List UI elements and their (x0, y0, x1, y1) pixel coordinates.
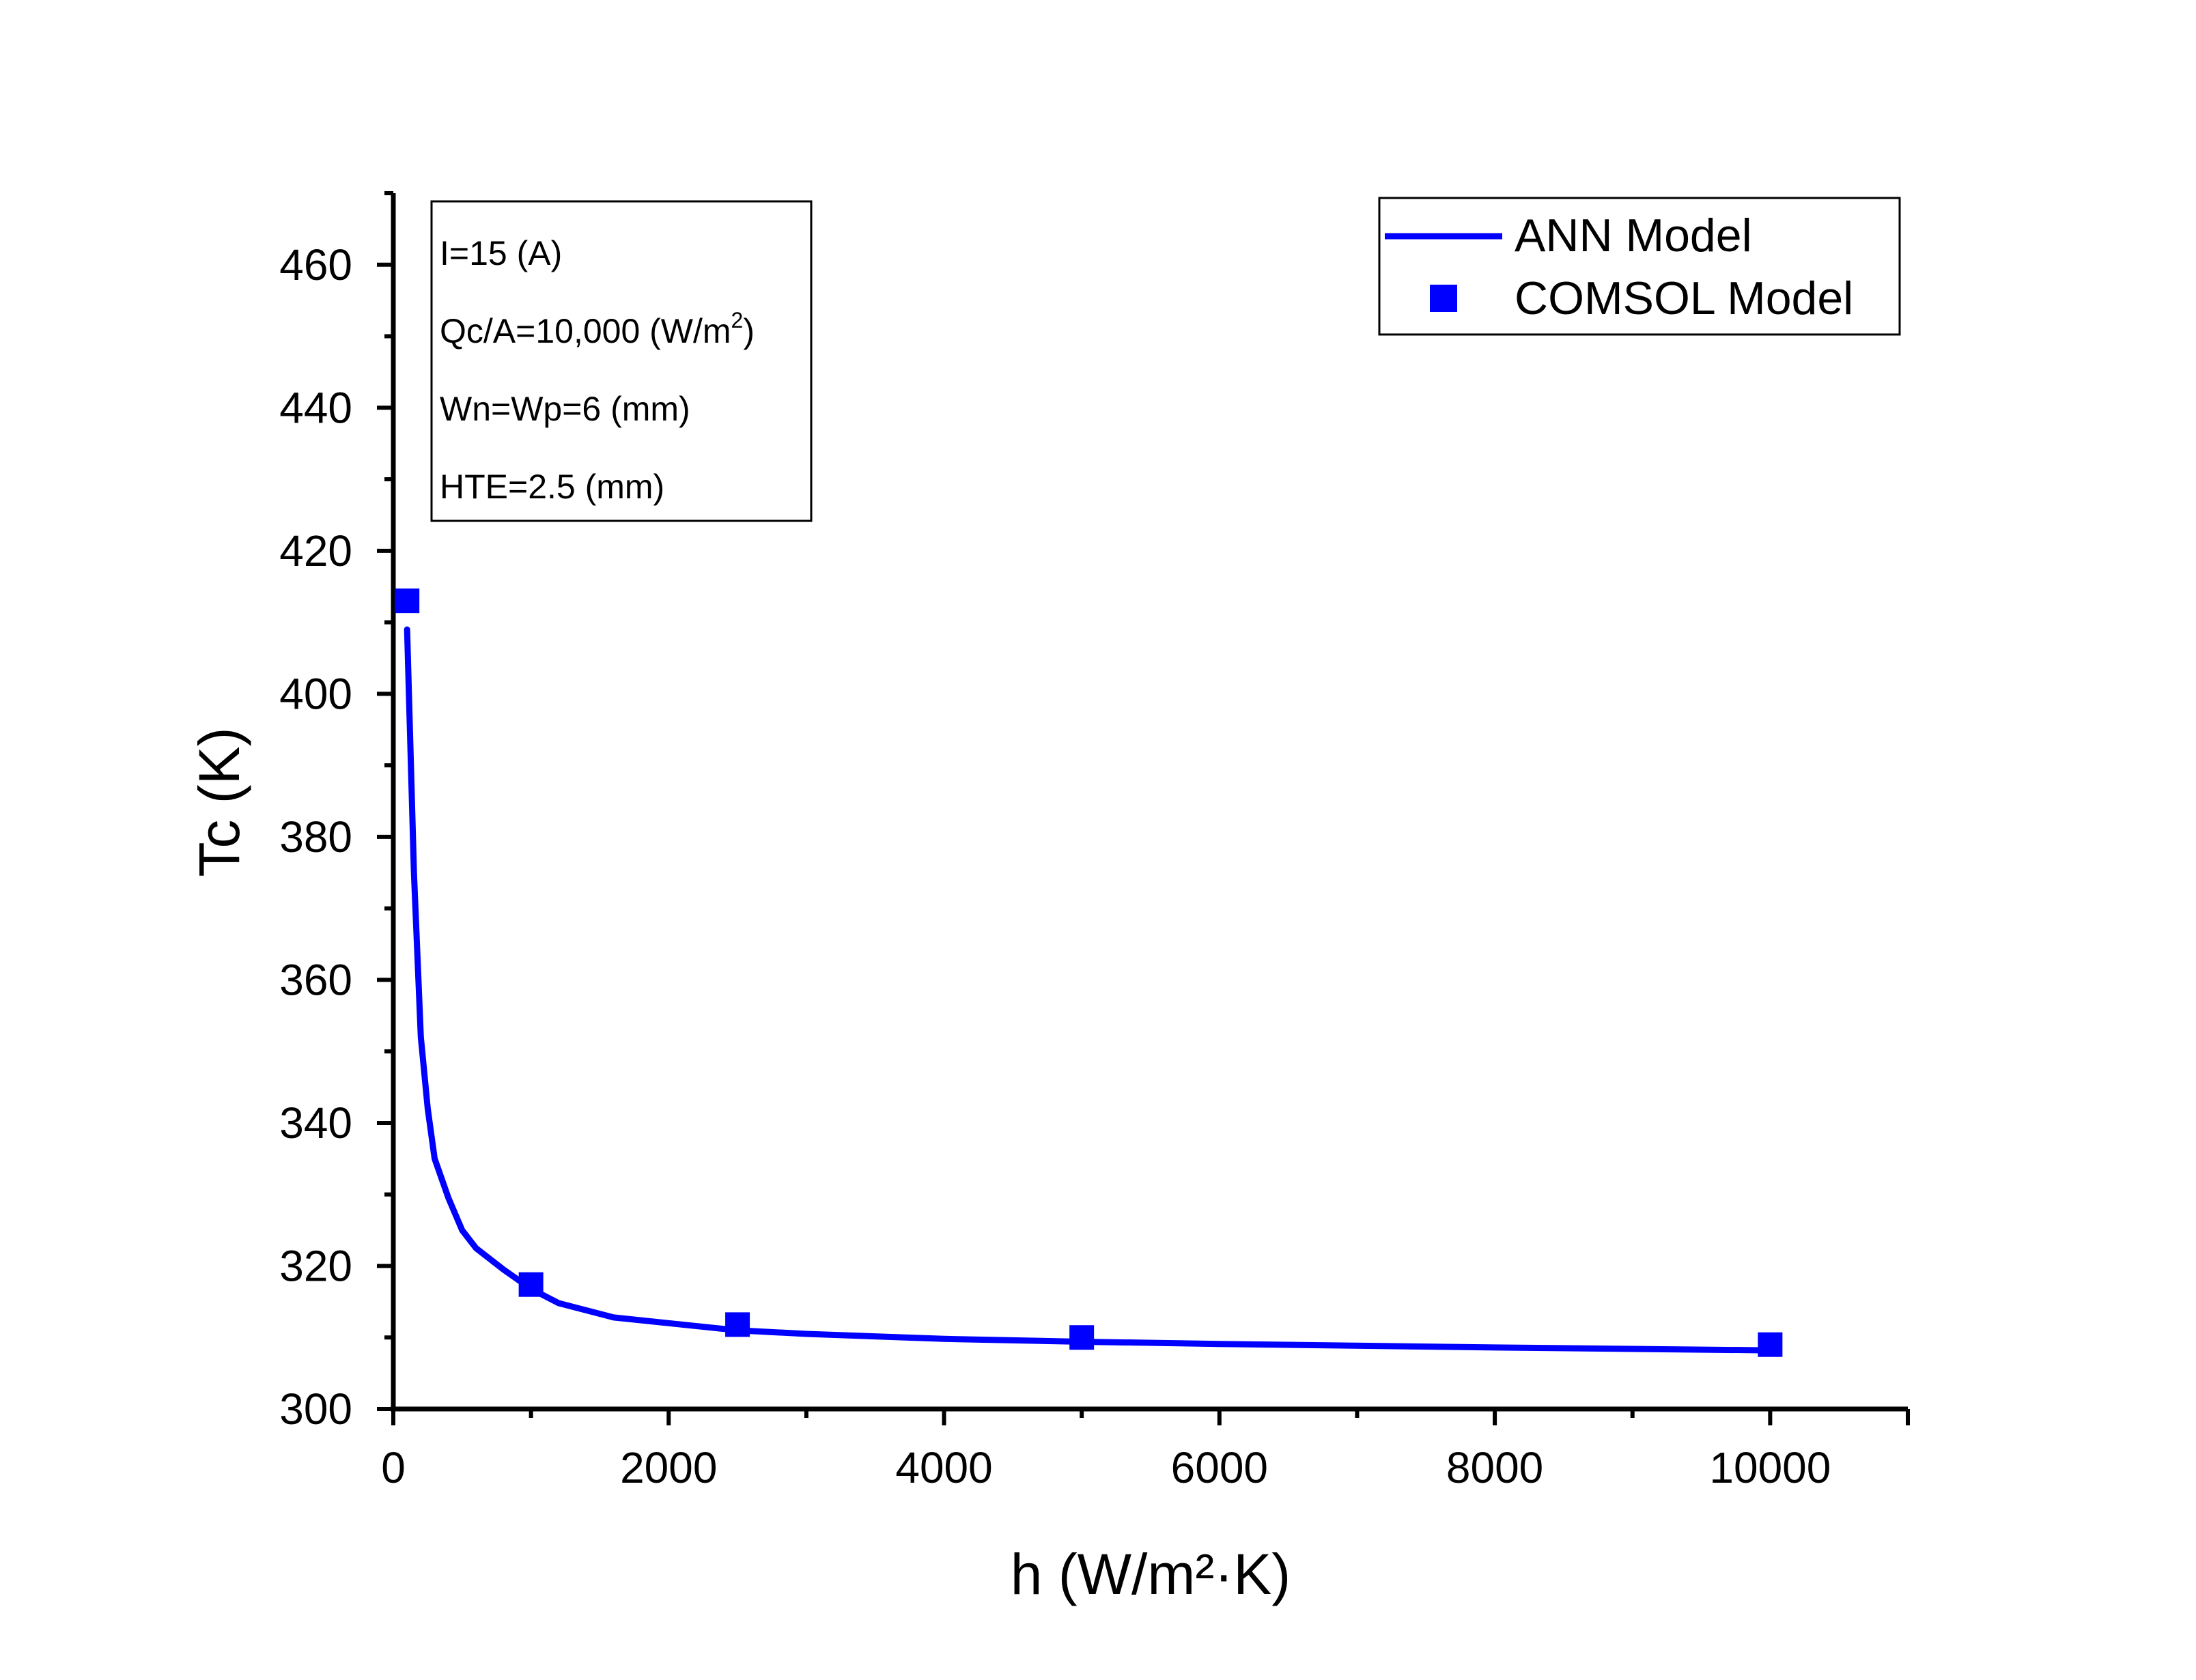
y-tick-label: 440 (279, 383, 352, 432)
legend-frame (1378, 197, 1901, 336)
x-tick-label: 2000 (620, 1443, 717, 1492)
x-axis-ticks: 0 2000 4000 6000 8000 10000 (381, 1409, 1910, 1492)
y-axis-ticks: 300 320 340 360 380 400 420 440 460 (279, 191, 393, 1434)
ann-model-line (404, 626, 1773, 1354)
x-axis-title: h (W/m²·K) (1011, 1542, 1291, 1606)
comsol-model-marker (518, 1272, 544, 1297)
x-tick-label: 10000 (1709, 1443, 1831, 1492)
x-tick-label: 8000 (1446, 1443, 1543, 1492)
x-tick-label: 4000 (895, 1443, 992, 1492)
annotation-frame (430, 200, 813, 522)
y-tick-label: 460 (279, 240, 352, 289)
ann-model-series (404, 626, 1773, 1354)
y-tick-label: 400 (279, 669, 352, 718)
comsol-model-marker (725, 1312, 750, 1337)
legend-swatch-comsol-model (1430, 285, 1457, 312)
annotation-line-2: Qc/A=10,000 (W/m2) (440, 308, 755, 350)
y-tick-label: 320 (279, 1241, 352, 1290)
annotation-line-1: I=15 (A) (440, 234, 562, 272)
annotation-box: I=15 (A) Qc/A=10,000 (W/m2) Wn=Wp=6 (mm)… (430, 200, 813, 522)
x-tick-label: 0 (381, 1443, 406, 1492)
legend-label-comsol-model: COMSOL Model (1515, 272, 1853, 324)
y-axis-title: Tc (K) (187, 727, 251, 877)
annotation-line-4: HTE=2.5 (mm) (440, 468, 664, 506)
legend: ANN Model COMSOL Model (1378, 197, 1901, 336)
comsol-model-marker (395, 588, 420, 614)
legend-label-ann-model: ANN Model (1515, 210, 1752, 261)
comsol-model-marker (1069, 1325, 1095, 1350)
x-tick-label: 6000 (1171, 1443, 1268, 1492)
y-tick-label: 300 (279, 1384, 352, 1434)
y-tick-label: 340 (279, 1098, 352, 1148)
comsol-model-series (395, 588, 1783, 1357)
y-tick-label: 380 (279, 812, 352, 862)
annotation-line-3: Wn=Wp=6 (mm) (440, 390, 690, 428)
y-tick-label: 360 (279, 955, 352, 1004)
comsol-model-marker (1758, 1332, 1783, 1357)
y-tick-label: 420 (279, 526, 352, 575)
